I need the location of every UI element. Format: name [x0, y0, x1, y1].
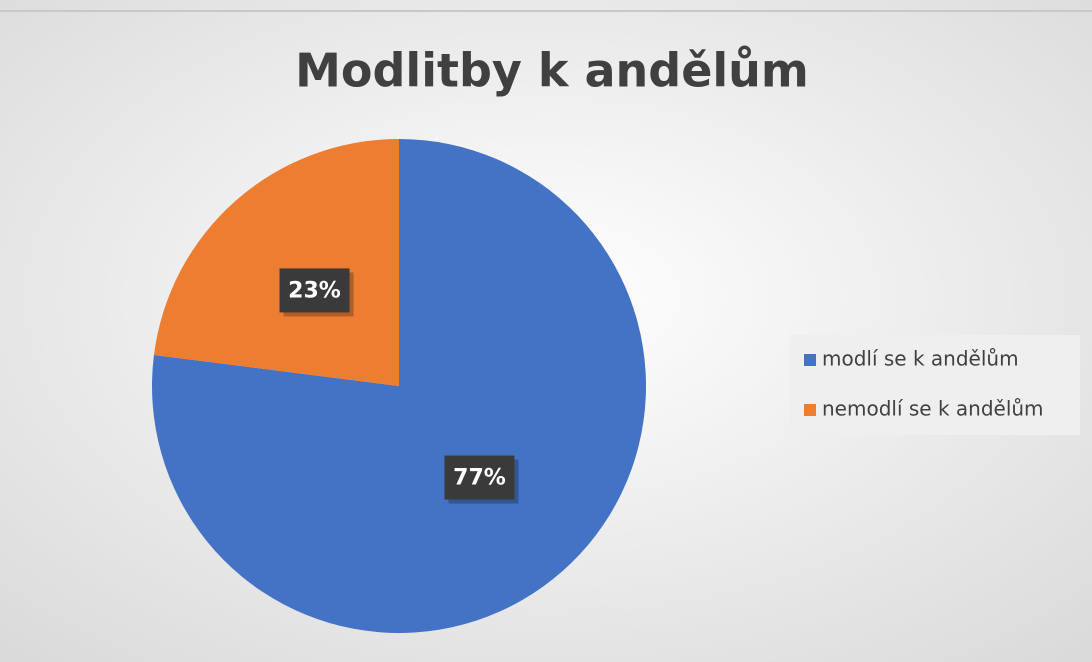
- legend-swatch: [804, 404, 816, 416]
- legend-swatch: [804, 354, 816, 366]
- data-label: 77%: [453, 466, 506, 491]
- data-label-box: [444, 455, 515, 500]
- data-label: 23%: [288, 278, 341, 303]
- chart-title: Modlitby k andělům: [295, 44, 809, 98]
- legend-label: nemodlí se k andělům: [822, 397, 1044, 421]
- data-label-box: [279, 268, 350, 313]
- legend-label: modlí se k andělům: [822, 347, 1019, 371]
- pie-slice: [152, 139, 646, 633]
- pie-slice: [153, 139, 399, 386]
- legend-box: [790, 335, 1080, 435]
